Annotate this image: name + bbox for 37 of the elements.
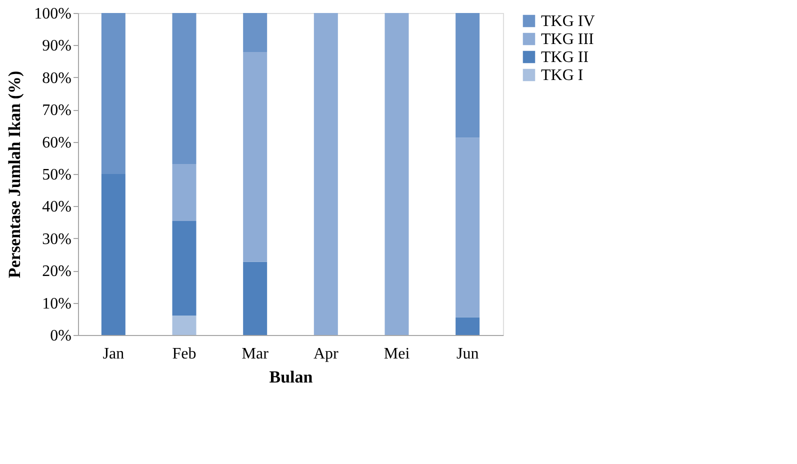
y-tick-label: 40%: [42, 198, 72, 216]
y-tick-label: 100%: [34, 6, 72, 22]
x-tick-label: Jun: [456, 346, 479, 362]
y-tick-label: 20%: [42, 263, 72, 280]
legend-label: TKG III: [541, 31, 594, 48]
bar: [456, 317, 480, 335]
x-tick-label: Mar: [242, 346, 270, 362]
bar: [243, 52, 268, 262]
x-tick-label: Apr: [313, 346, 340, 362]
y-tick-label: 50%: [42, 166, 72, 184]
legend-label: TKG II: [541, 49, 589, 66]
legend-label: TKG I: [541, 67, 584, 84]
bar: [456, 138, 480, 318]
y-tick-label: 70%: [42, 102, 72, 120]
bar: [172, 316, 196, 335]
y-tick-label: 80%: [42, 70, 72, 87]
bar: [101, 13, 126, 174]
y-axis-title: Persentase Jumlah Ikan (%): [5, 70, 24, 278]
x-tick-label: Jan: [102, 346, 124, 362]
y-tick-label: 90%: [42, 38, 72, 55]
bar: [243, 262, 268, 335]
legend-label: TKG IV: [541, 13, 596, 30]
x-tick-label: Feb: [172, 346, 196, 362]
x-tick-label: Mei: [384, 346, 410, 362]
bar: [172, 164, 196, 222]
bar: [384, 13, 409, 335]
x-axis-title: Bulan: [269, 368, 314, 386]
bar: [314, 13, 338, 335]
bar: [101, 174, 126, 335]
y-tick-label: 10%: [42, 295, 72, 312]
y-tick-label: 0%: [50, 328, 72, 344]
y-tick-label: 60%: [42, 134, 72, 152]
bar: [172, 13, 196, 164]
bar: [172, 221, 196, 316]
bar: [243, 13, 268, 52]
bar: [456, 13, 480, 138]
y-tick-label: 30%: [42, 230, 72, 248]
